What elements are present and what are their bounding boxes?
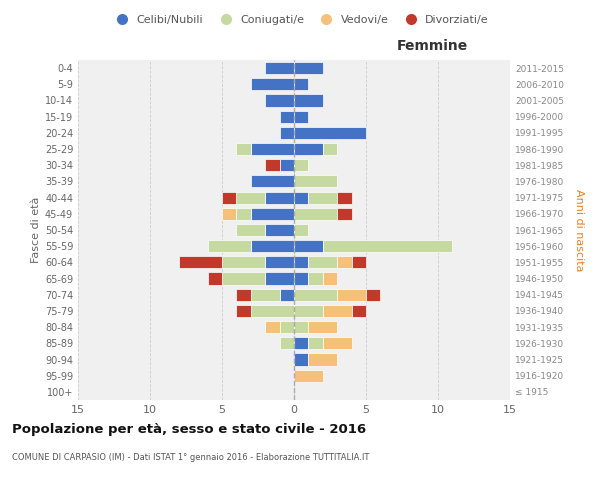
Bar [323, 305, 352, 317]
Bar [352, 256, 366, 268]
Text: Femmine: Femmine [397, 39, 468, 53]
Bar [294, 272, 308, 284]
Bar [280, 321, 294, 333]
Bar [294, 305, 323, 317]
Bar [236, 143, 251, 155]
Bar [265, 159, 280, 172]
Y-axis label: Fasce di età: Fasce di età [31, 197, 41, 263]
Text: Popolazione per età, sesso e stato civile - 2016: Popolazione per età, sesso e stato civil… [12, 422, 366, 436]
Bar [337, 208, 352, 220]
Bar [308, 192, 337, 203]
Bar [280, 110, 294, 122]
Bar [337, 256, 352, 268]
Bar [236, 288, 251, 301]
Bar [265, 272, 294, 284]
Bar [280, 338, 294, 349]
Bar [294, 176, 337, 188]
Bar [222, 256, 265, 268]
Bar [294, 224, 308, 236]
Bar [251, 208, 294, 220]
Bar [251, 288, 280, 301]
Bar [294, 370, 323, 382]
Bar [352, 305, 366, 317]
Bar [294, 78, 308, 90]
Bar [208, 240, 251, 252]
Bar [222, 192, 236, 203]
Bar [265, 321, 280, 333]
Bar [280, 127, 294, 139]
Bar [208, 272, 222, 284]
Bar [294, 127, 366, 139]
Bar [308, 272, 323, 284]
Bar [337, 288, 366, 301]
Bar [222, 208, 236, 220]
Bar [294, 94, 323, 106]
Bar [294, 208, 337, 220]
Bar [236, 192, 265, 203]
Bar [294, 110, 308, 122]
Text: COMUNE DI CARPASIO (IM) - Dati ISTAT 1° gennaio 2016 - Elaborazione TUTTITALIA.I: COMUNE DI CARPASIO (IM) - Dati ISTAT 1° … [12, 452, 370, 462]
Bar [265, 224, 294, 236]
Bar [251, 176, 294, 188]
Bar [294, 338, 308, 349]
Bar [294, 321, 308, 333]
Bar [251, 305, 294, 317]
Bar [236, 224, 265, 236]
Bar [251, 240, 294, 252]
Bar [366, 288, 380, 301]
Bar [236, 305, 251, 317]
Bar [251, 78, 294, 90]
Bar [308, 256, 337, 268]
Y-axis label: Anni di nascita: Anni di nascita [574, 188, 584, 271]
Bar [280, 288, 294, 301]
Bar [323, 143, 337, 155]
Bar [337, 192, 352, 203]
Bar [251, 143, 294, 155]
Bar [265, 192, 294, 203]
Bar [222, 272, 265, 284]
Bar [308, 321, 337, 333]
Bar [308, 338, 323, 349]
Bar [308, 354, 337, 366]
Bar [265, 62, 294, 74]
Bar [265, 94, 294, 106]
Bar [323, 338, 352, 349]
Bar [323, 240, 452, 252]
Bar [294, 256, 308, 268]
Bar [294, 240, 323, 252]
Bar [294, 159, 308, 172]
Bar [280, 159, 294, 172]
Bar [265, 256, 294, 268]
Bar [179, 256, 222, 268]
Bar [323, 272, 337, 284]
Legend: Celibi/Nubili, Coniugati/e, Vedovi/e, Divorziati/e: Celibi/Nubili, Coniugati/e, Vedovi/e, Di… [107, 10, 493, 29]
Bar [294, 143, 323, 155]
Bar [294, 288, 337, 301]
Bar [294, 192, 308, 203]
Bar [294, 354, 308, 366]
Bar [294, 62, 323, 74]
Bar [236, 208, 251, 220]
